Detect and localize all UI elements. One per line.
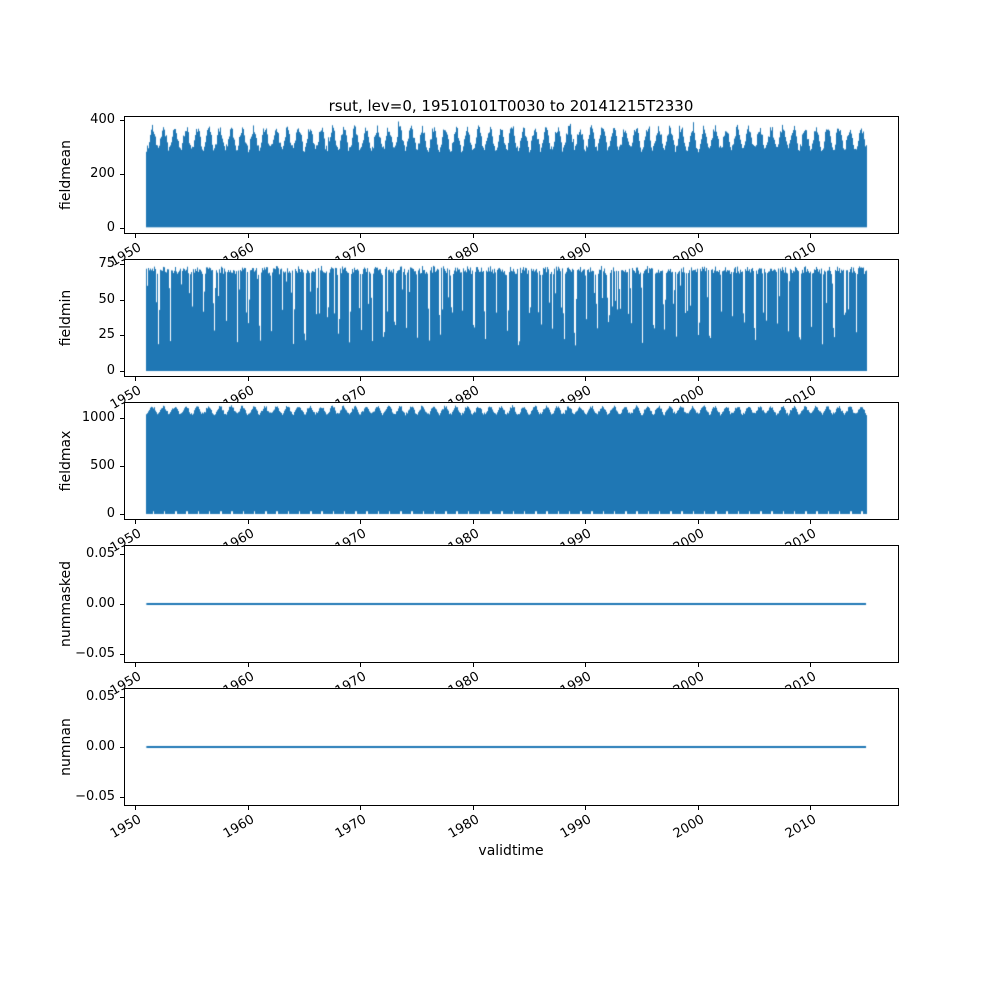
y-axis-label-nummasked: nummasked <box>58 560 74 648</box>
y-tick-label: 0.05 <box>86 689 115 704</box>
y-tickmark <box>120 604 124 605</box>
x-tickmark <box>585 663 586 667</box>
subplot-frame-fieldmin <box>124 259 899 377</box>
x-tickmark <box>810 806 811 810</box>
x-tickmark <box>585 806 586 810</box>
y-tick-label: 0 <box>106 506 115 521</box>
y-tick-label: −0.05 <box>75 789 115 804</box>
x-tickmark <box>248 234 249 238</box>
y-tick-label: 500 <box>90 458 115 473</box>
x-tickmark <box>360 234 361 238</box>
x-tickmark <box>473 234 474 238</box>
y-axis-label-fieldmin: fieldmin <box>58 289 74 347</box>
y-tickmark <box>120 174 124 175</box>
x-tick-label: 1980 <box>445 812 482 842</box>
y-tick-label: 0.00 <box>86 739 115 754</box>
y-tickmark <box>120 747 124 748</box>
x-tickmark <box>248 806 249 810</box>
x-tickmark <box>248 377 249 381</box>
y-tick-label: 0.05 <box>86 546 115 561</box>
x-tickmark <box>810 377 811 381</box>
subplot-frame-numnan <box>124 688 899 806</box>
x-tick-label: 1950 <box>107 812 144 842</box>
x-tickmark <box>810 520 811 524</box>
chart-title: rsut, lev=0, 19510101T0030 to 20141215T2… <box>328 97 694 115</box>
y-tickmark <box>120 371 124 372</box>
x-tickmark <box>698 234 699 238</box>
y-tick-label: 0.00 <box>86 596 115 611</box>
x-tickmark <box>360 377 361 381</box>
y-tickmark <box>120 120 124 121</box>
y-tickmark <box>120 228 124 229</box>
y-tickmark <box>120 514 124 515</box>
plot-area-fieldmax <box>125 403 898 519</box>
x-tick-label: 2010 <box>782 812 819 842</box>
x-tickmark <box>360 663 361 667</box>
y-tick-label: 0 <box>106 363 115 378</box>
plot-area-fieldmin <box>125 260 898 376</box>
plot-area-fieldmean <box>125 117 898 233</box>
x-tickmark <box>698 520 699 524</box>
x-tickmark <box>473 663 474 667</box>
y-axis-label-numnan: numnan <box>58 718 74 776</box>
x-tickmark <box>585 520 586 524</box>
x-tickmark <box>360 806 361 810</box>
y-tickmark <box>120 466 124 467</box>
y-tickmark <box>120 335 124 336</box>
subplot-frame-fieldmean <box>124 116 899 234</box>
y-tickmark <box>120 554 124 555</box>
plot-area-numnan <box>125 689 898 805</box>
x-tick-label: 1960 <box>220 812 257 842</box>
x-tickmark <box>810 663 811 667</box>
y-tick-label: 400 <box>90 112 115 127</box>
y-tickmark <box>120 300 124 301</box>
y-axis-label-fieldmax: fieldmax <box>58 430 74 492</box>
x-tickmark <box>135 377 136 381</box>
x-tickmark <box>473 806 474 810</box>
x-tickmark <box>585 234 586 238</box>
y-tickmark <box>120 264 124 265</box>
x-tickmark <box>473 377 474 381</box>
y-tickmark <box>120 697 124 698</box>
y-tick-label: 25 <box>98 327 115 342</box>
x-tickmark <box>135 663 136 667</box>
y-tickmark <box>120 418 124 419</box>
x-tickmark <box>698 377 699 381</box>
y-tickmark <box>120 797 124 798</box>
x-tickmark <box>698 663 699 667</box>
x-tickmark <box>585 377 586 381</box>
subplot-frame-nummasked <box>124 545 899 663</box>
x-tickmark <box>135 234 136 238</box>
subplot-frame-fieldmax <box>124 402 899 520</box>
y-tick-label: 0 <box>106 220 115 235</box>
y-tick-label: 75 <box>98 256 115 271</box>
plot-area-nummasked <box>125 546 898 662</box>
x-tickmark <box>135 806 136 810</box>
x-axis-title: validtime <box>478 843 544 859</box>
x-tick-label: 1990 <box>557 812 594 842</box>
y-axis-label-fieldmean: fieldmean <box>58 140 74 210</box>
y-tickmark <box>120 654 124 655</box>
x-tick-label: 1970 <box>332 812 369 842</box>
x-tickmark <box>248 663 249 667</box>
x-tickmark <box>810 234 811 238</box>
x-tick-label: 2000 <box>670 812 707 842</box>
x-tickmark <box>248 520 249 524</box>
x-tickmark <box>698 806 699 810</box>
x-tickmark <box>135 520 136 524</box>
y-tick-label: −0.05 <box>75 646 115 661</box>
x-tickmark <box>473 520 474 524</box>
y-tick-label: 200 <box>90 166 115 181</box>
y-tick-label: 50 <box>98 292 115 307</box>
x-tickmark <box>360 520 361 524</box>
y-tick-label: 1000 <box>81 410 115 425</box>
